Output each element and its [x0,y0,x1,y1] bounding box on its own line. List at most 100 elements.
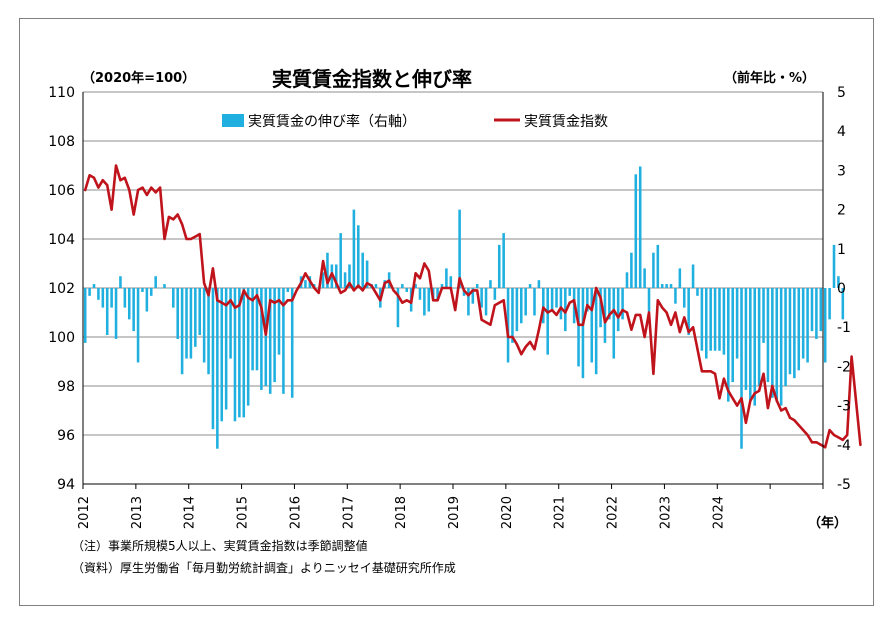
line-point [744,421,748,424]
line-point [665,311,668,314]
bar [823,288,827,363]
left-tick-label: 106 [48,183,75,199]
x-tick-label: 2020 [500,496,515,529]
line-point [370,284,373,287]
x-tick-label: 2018 [394,496,409,529]
left-tick-label: 102 [48,281,75,297]
bar [594,288,598,375]
bar [502,233,505,288]
bar [268,288,272,394]
right-tick-label: 4 [837,124,846,140]
line-point [194,235,197,238]
line-point [652,372,655,375]
bar [449,276,453,288]
line-point [722,377,725,380]
bar [727,288,730,402]
line-point [854,399,858,402]
bar [211,288,215,430]
bar [493,288,497,300]
bar [700,288,704,351]
line-point [617,316,620,319]
line-point [269,299,272,302]
bar [489,280,492,288]
line-point [291,299,294,302]
line-point [454,308,457,312]
line-point [832,433,836,437]
line-point [625,311,629,314]
line-point [775,399,778,402]
left-tick-label: 108 [48,134,75,150]
line-point [515,343,518,346]
bar [709,288,712,351]
left-tick-label: 100 [48,330,75,346]
line-point [810,441,814,444]
line-point [678,331,681,334]
bar [682,288,686,308]
bar [220,288,224,422]
line-point [251,299,254,302]
bar [612,288,616,359]
bar [467,288,470,316]
line-point [788,416,792,419]
bar [357,225,360,288]
x-tick-label: 2024 [711,496,726,529]
bar [229,288,232,359]
bar [334,264,338,288]
line-point [758,389,761,392]
bar [101,288,105,308]
bar [149,288,153,296]
bar [753,288,757,406]
right-tick-label: -4 [837,438,851,454]
line-point [410,301,413,304]
line-point [123,176,126,179]
line-point [802,429,805,432]
bar [819,288,823,332]
x-tick-label: 2022 [606,496,621,529]
line-point [713,372,717,375]
line-point [674,311,677,314]
line-point [335,282,338,285]
line-point [207,294,210,297]
bar [436,288,439,300]
line-point [590,308,593,312]
bar [577,288,580,367]
bar [806,288,809,363]
bar [132,288,135,332]
bar [568,288,572,296]
bar [414,284,417,288]
left-tick-label: 110 [48,85,75,101]
bar [665,284,668,288]
bar [361,252,364,288]
line-point [273,301,276,304]
line-point [114,164,118,167]
line-point [304,272,307,275]
bar [264,288,268,386]
bar [524,288,527,316]
line-point [493,304,496,307]
line-point [506,335,510,339]
bar [475,284,479,288]
bar [718,288,721,351]
bar [238,288,241,418]
bar [427,288,431,312]
line-point [581,323,585,326]
gridlines [83,91,823,436]
bar [801,288,805,359]
bar [691,264,695,288]
line-point [374,291,378,294]
bar [678,268,682,288]
bar [621,288,624,320]
line-point [277,299,281,302]
bar [445,268,448,288]
line-point [502,299,505,302]
line-point [546,311,549,314]
bar [528,284,532,288]
line-point [780,409,783,412]
line-point [383,282,386,285]
left-tick-label: 104 [48,232,75,248]
bar [555,288,558,308]
line-point [97,186,100,189]
bar [290,288,294,398]
bar [401,284,404,288]
